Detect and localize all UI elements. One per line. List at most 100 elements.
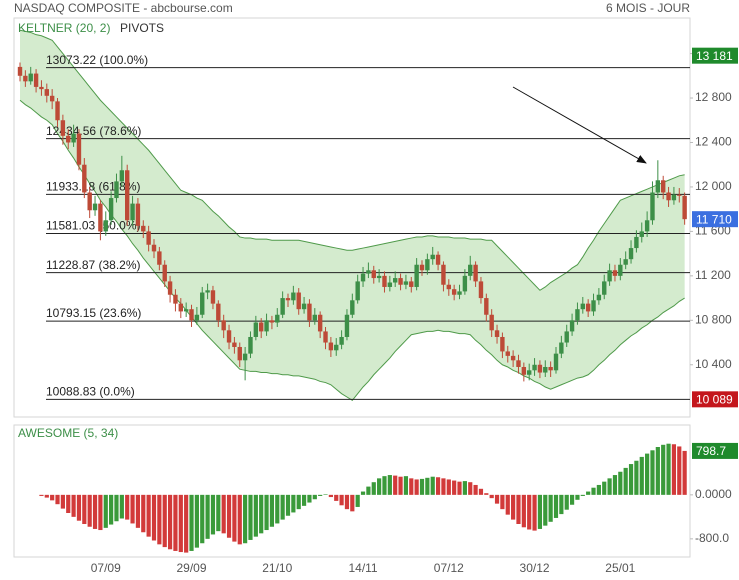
candle-body bbox=[162, 264, 167, 282]
candle-body bbox=[55, 101, 60, 121]
candle-body bbox=[360, 273, 366, 282]
oscillator-bar bbox=[178, 494, 183, 553]
price-tag-label: 13 181 bbox=[696, 49, 733, 63]
candle-body bbox=[259, 322, 264, 332]
oscillator-bar bbox=[382, 476, 387, 495]
candle-body bbox=[677, 194, 682, 196]
oscillator-bar bbox=[548, 494, 553, 522]
pivot-label: 10088.83 (0.0%) bbox=[46, 385, 135, 399]
candle-body bbox=[301, 303, 307, 310]
oscillator-bar bbox=[430, 476, 435, 495]
oscillator-bar bbox=[414, 479, 419, 495]
oscillator-title: AWESOME (5, 34) bbox=[18, 426, 118, 440]
candle-body bbox=[446, 284, 451, 290]
candle-body bbox=[205, 290, 210, 293]
oscillator-bar bbox=[607, 478, 612, 495]
oscillator-bar bbox=[173, 494, 178, 551]
candle-body bbox=[355, 281, 360, 301]
candle-body bbox=[242, 353, 248, 361]
oscillator-bar bbox=[360, 491, 366, 495]
oscillator-bar bbox=[527, 494, 532, 530]
candle-body bbox=[167, 281, 173, 295]
oscillator-bar bbox=[387, 475, 392, 495]
candle-body bbox=[419, 264, 425, 271]
candle-body bbox=[253, 322, 259, 337]
oscillator-bar bbox=[623, 467, 628, 495]
oscillator-bar bbox=[682, 450, 687, 495]
candle-body bbox=[382, 275, 387, 287]
oscillator-bar bbox=[452, 480, 457, 495]
candle-body bbox=[151, 244, 157, 252]
candle-body bbox=[435, 254, 441, 265]
candle-body bbox=[103, 220, 108, 232]
candle-body bbox=[682, 195, 687, 220]
oscillator-bar bbox=[569, 494, 575, 505]
oscillator-bar bbox=[462, 481, 467, 495]
oscillator-bar bbox=[344, 494, 350, 510]
candle-body bbox=[232, 342, 237, 347]
pivot-label: 13073.22 (100.0%) bbox=[46, 53, 148, 67]
candle-body bbox=[216, 303, 221, 321]
y-tick-label: -800.0 bbox=[695, 531, 729, 545]
candle-body bbox=[644, 220, 650, 232]
oscillator-bar bbox=[259, 494, 264, 534]
oscillator-bar bbox=[264, 494, 269, 531]
candle-body bbox=[585, 303, 591, 312]
oscillator-bar bbox=[226, 494, 232, 538]
oscillator-bar bbox=[167, 494, 173, 550]
oscillator-bar bbox=[301, 494, 307, 506]
oscillator-bar bbox=[109, 494, 114, 525]
y-tick-label: 10 800 bbox=[695, 312, 732, 326]
candle-body bbox=[157, 251, 162, 265]
oscillator-bar bbox=[650, 450, 655, 495]
candle-body bbox=[285, 298, 291, 301]
oscillator-bar bbox=[350, 494, 355, 512]
candle-body bbox=[441, 264, 446, 285]
candle-body bbox=[516, 360, 521, 367]
oscillator-bar bbox=[639, 456, 644, 495]
candle-body bbox=[264, 320, 269, 332]
candle-body bbox=[76, 133, 82, 165]
price-tag-label: 798.7 bbox=[696, 444, 726, 458]
oscillator-bar bbox=[666, 443, 671, 495]
oscillator-bar bbox=[393, 475, 398, 495]
candle-body bbox=[548, 366, 553, 371]
oscillator-bar bbox=[677, 446, 682, 495]
oscillator-bar bbox=[409, 478, 414, 495]
oscillator-bar bbox=[269, 494, 275, 527]
candle-body bbox=[237, 346, 242, 361]
oscillator-bar bbox=[435, 477, 441, 495]
oscillator-bar bbox=[468, 482, 473, 495]
y-tick-label: 11 200 bbox=[695, 268, 731, 282]
oscillator-bar bbox=[371, 482, 376, 495]
oscillator-bar bbox=[60, 494, 65, 509]
price-tag bbox=[692, 442, 738, 459]
pivot-label: 11228.87 (38.2%) bbox=[46, 258, 141, 272]
oscillator-bar bbox=[92, 494, 98, 529]
candle-body bbox=[312, 314, 317, 321]
candle-body bbox=[618, 264, 623, 276]
oscillator-bar bbox=[425, 477, 430, 495]
oscillator-bar bbox=[307, 494, 312, 503]
candle-body bbox=[655, 180, 661, 193]
oscillator-bar bbox=[628, 464, 634, 495]
candle-body bbox=[125, 170, 130, 221]
oscillator-bar bbox=[210, 494, 216, 535]
oscillator-bar bbox=[285, 494, 291, 516]
price-panel bbox=[13, 17, 691, 418]
oscillator-bar bbox=[671, 444, 677, 495]
oscillator-panel bbox=[13, 424, 691, 558]
oscillator-bar bbox=[655, 447, 660, 495]
candle-body bbox=[135, 203, 141, 226]
candle-body bbox=[494, 330, 500, 337]
candle-body bbox=[591, 300, 596, 312]
y-tick-label: 12 800 bbox=[695, 90, 732, 104]
oscillator-bar bbox=[318, 494, 323, 496]
oscillator-bar bbox=[130, 494, 135, 524]
oscillator-bar bbox=[194, 494, 199, 548]
oscillator-bar bbox=[237, 494, 242, 545]
candle-body bbox=[92, 203, 98, 211]
oscillator-bar bbox=[575, 494, 580, 500]
candle-body bbox=[521, 366, 527, 375]
oscillator-bar bbox=[135, 494, 141, 528]
